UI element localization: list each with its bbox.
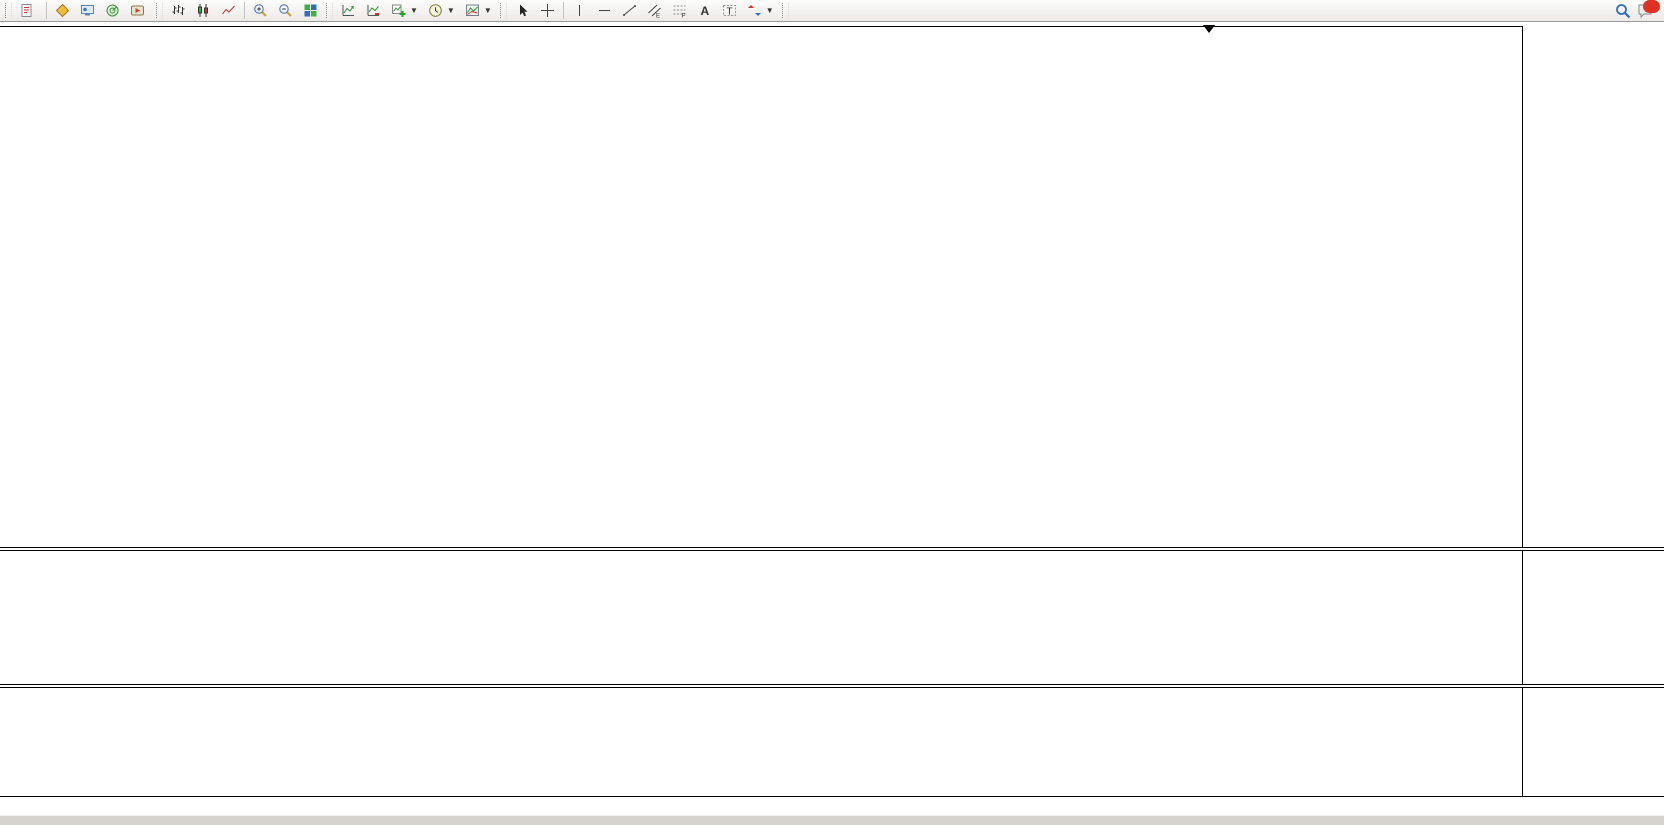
time-axis-line bbox=[0, 796, 1664, 797]
panel-separator-rsi[interactable] bbox=[0, 684, 1664, 688]
window-bottom-edge bbox=[0, 815, 1664, 825]
price-axis[interactable] bbox=[1522, 22, 1664, 802]
chart-frame-right bbox=[1522, 26, 1523, 796]
time-axis[interactable] bbox=[0, 797, 1522, 815]
chart-shift-marker[interactable] bbox=[1203, 25, 1215, 33]
chart-frame-top bbox=[0, 26, 1522, 27]
panel-separator-macd[interactable] bbox=[0, 547, 1664, 551]
